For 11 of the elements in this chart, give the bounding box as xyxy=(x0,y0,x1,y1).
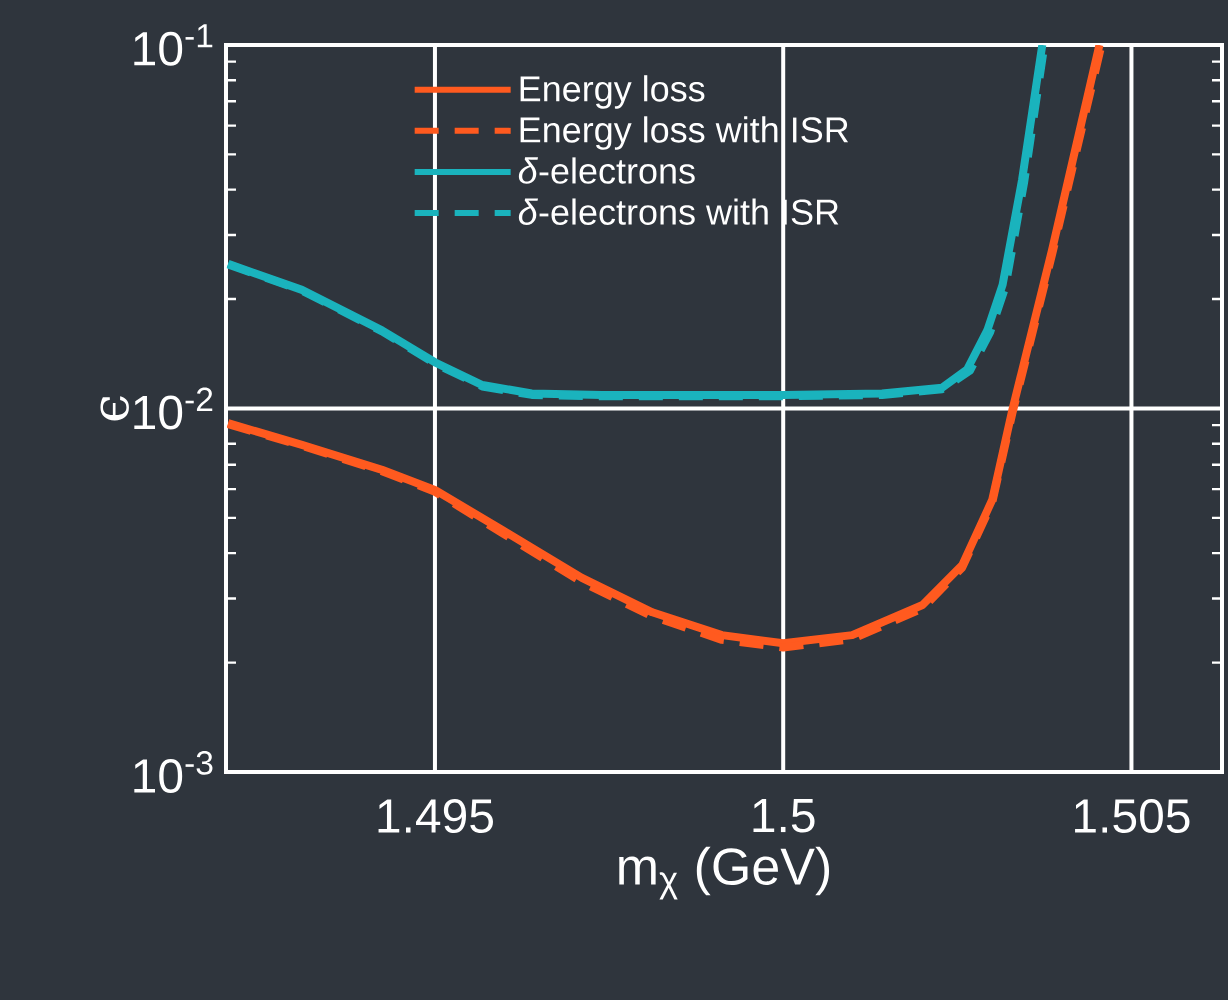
legend-label: Energy loss with ISR xyxy=(520,116,849,150)
x-tick-label: 1.495 xyxy=(378,799,493,834)
y-tick-label: 10$^{-2}$ xyxy=(134,387,213,430)
y-tick-label: 10$^{-3}$ xyxy=(134,751,213,793)
legend-label: δ-electrons xyxy=(518,157,695,184)
x-axis-title: m$_{χ}$ (GeV) xyxy=(619,846,830,900)
y-tick-label: 10$^{-1}$ xyxy=(134,24,213,66)
legend-label: Energy loss xyxy=(520,75,705,109)
x-tick-label: 1.5 xyxy=(753,799,815,833)
y-axis-title: ϵ xyxy=(100,396,129,421)
x-tick-label: 1.505 xyxy=(1075,799,1190,834)
